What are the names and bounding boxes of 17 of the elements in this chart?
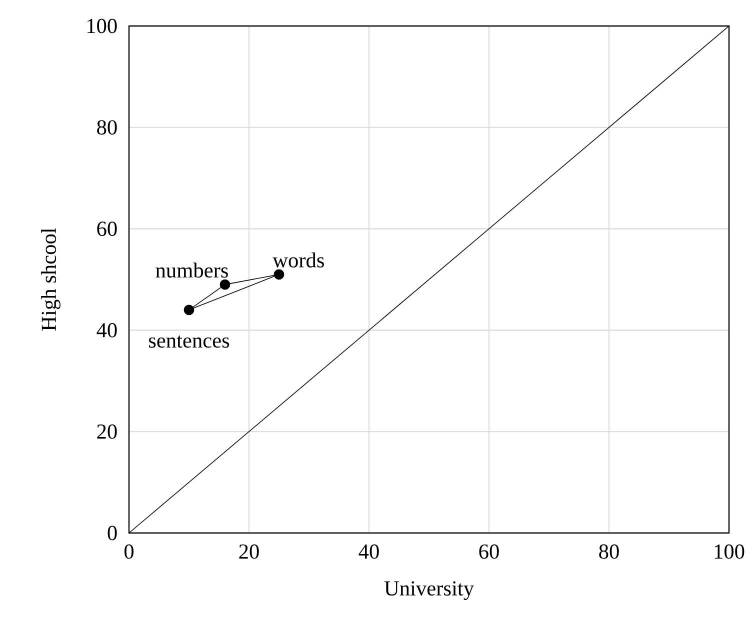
y-tick-label: 40 [96,323,117,338]
annotation: numbers [156,262,228,278]
annotation: words [272,252,324,268]
y-tick-label: 100 [88,18,117,34]
y-tick-label: 60 [97,222,117,236]
x-tick-label: 40 [358,544,379,559]
annotation: sentences [149,336,230,348]
x-tick-label: 80 [599,544,619,559]
x-axis-title: University [384,581,474,600]
x-tick-label: 100 [714,544,744,559]
y-tick-label: 80 [97,120,117,135]
y-axis-title: High shcool [41,228,60,331]
y-tick-label: 20 [97,424,117,439]
y-tick-label: 0 [108,526,117,540]
x-tick-label: 60 [479,544,499,559]
x-tick-label: 20 [239,544,259,559]
x-tick-label: 0 [124,544,134,559]
